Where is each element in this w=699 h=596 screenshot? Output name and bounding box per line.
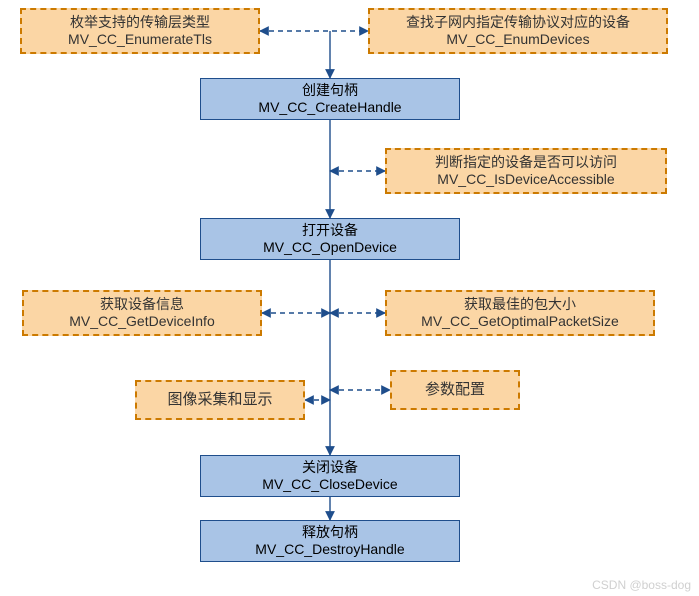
node-title: 判断指定的设备是否可以访问 <box>435 154 617 172</box>
node-title: 打开设备 <box>302 222 358 240</box>
watermark-text: CSDN @boss-dog <box>592 578 691 592</box>
node-title: 枚举支持的传输层类型 <box>70 14 210 32</box>
node-close_dev: 关闭设备MV_CC_CloseDevice <box>200 455 460 497</box>
node-title: 参数配置 <box>425 381 485 400</box>
node-param_cfg: 参数配置 <box>390 370 520 410</box>
node-title: 获取设备信息 <box>100 296 184 314</box>
node-open_dev: 打开设备MV_CC_OpenDevice <box>200 218 460 260</box>
node-fn: MV_CC_EnumDevices <box>446 31 589 49</box>
node-is_accessible: 判断指定的设备是否可以访问MV_CC_IsDeviceAccessible <box>385 148 667 194</box>
node-fn: MV_CC_IsDeviceAccessible <box>437 171 614 189</box>
node-enum_tls: 枚举支持的传输层类型MV_CC_EnumerateTls <box>20 8 260 54</box>
node-fn: MV_CC_CloseDevice <box>262 476 397 494</box>
node-fn: MV_CC_GetOptimalPacketSize <box>421 313 619 331</box>
node-title: 释放句柄 <box>302 524 358 542</box>
node-get_dev_info: 获取设备信息MV_CC_GetDeviceInfo <box>22 290 262 336</box>
node-title: 获取最佳的包大小 <box>464 296 576 314</box>
node-title: 关闭设备 <box>302 459 358 477</box>
node-img_capture: 图像采集和显示 <box>135 380 305 420</box>
node-enum_dev: 查找子网内指定传输协议对应的设备MV_CC_EnumDevices <box>368 8 668 54</box>
node-fn: MV_CC_DestroyHandle <box>255 541 404 559</box>
node-title: 查找子网内指定传输协议对应的设备 <box>406 14 630 32</box>
node-title: 图像采集和显示 <box>167 391 272 410</box>
node-fn: MV_CC_EnumerateTls <box>68 31 212 49</box>
node-get_pkt_size: 获取最佳的包大小MV_CC_GetOptimalPacketSize <box>385 290 655 336</box>
node-fn: MV_CC_CreateHandle <box>258 99 401 117</box>
node-create_handle: 创建句柄MV_CC_CreateHandle <box>200 78 460 120</box>
node-fn: MV_CC_OpenDevice <box>263 239 397 257</box>
node-title: 创建句柄 <box>302 82 358 100</box>
node-fn: MV_CC_GetDeviceInfo <box>69 313 215 331</box>
node-destroy_handle: 释放句柄MV_CC_DestroyHandle <box>200 520 460 562</box>
